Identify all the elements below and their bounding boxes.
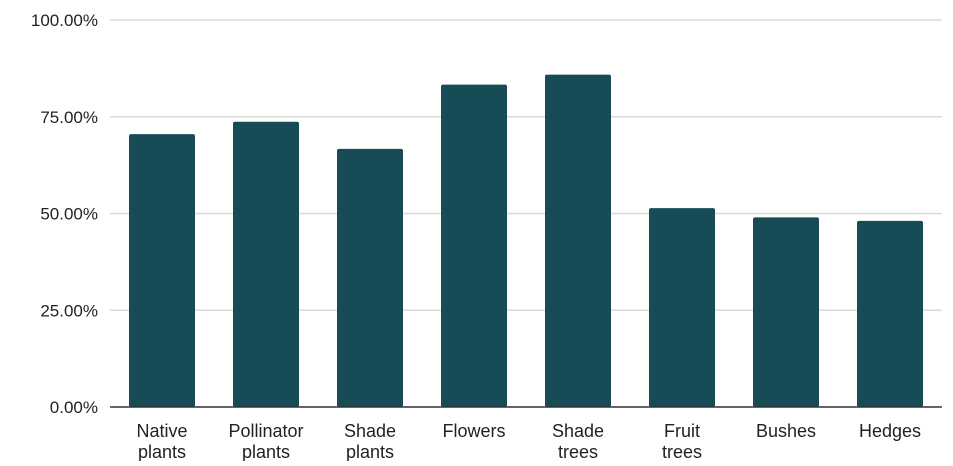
- bar: [649, 208, 715, 407]
- x-tick-label-line: plants: [242, 442, 290, 461]
- x-tick-label-line: Fruit: [664, 421, 700, 441]
- bar: [857, 220, 923, 407]
- y-tick-label: 25.00%: [40, 301, 98, 320]
- y-tick-label: 0.00%: [50, 398, 98, 417]
- x-tick-label-line: trees: [558, 442, 598, 461]
- y-tick-label: 100.00%: [31, 11, 98, 30]
- x-tick-label-line: trees: [662, 442, 702, 461]
- bar: [337, 148, 403, 407]
- x-tick-label-line: Shade: [552, 421, 604, 441]
- x-tick-label: Pollinator plants: [228, 421, 303, 461]
- y-tick-label: 50.00%: [40, 205, 98, 224]
- x-tick-label: Hedges: [859, 421, 921, 441]
- x-tick-label: Native plants: [136, 421, 187, 461]
- x-tick-label: Fruit trees: [662, 421, 702, 461]
- bars: [129, 74, 923, 408]
- bar: [233, 121, 299, 407]
- x-tick-label-line: plants: [138, 442, 186, 461]
- x-tick-label-line: Bushes: [756, 421, 816, 441]
- x-tick-label-line: Hedges: [859, 421, 921, 441]
- x-tick-label-line: Pollinator: [228, 421, 303, 441]
- x-tick-label: Bushes: [756, 421, 816, 441]
- y-tick-labels: 0.00% 25.00% 50.00% 75.00% 100.00%: [31, 11, 98, 417]
- bar: [545, 74, 611, 407]
- x-tick-label: Shade plants: [344, 421, 396, 461]
- x-tick-label-line: Shade: [344, 421, 396, 441]
- bar: [441, 84, 507, 407]
- x-tick-label: Flowers: [442, 421, 505, 441]
- x-tick-label-line: plants: [346, 442, 394, 461]
- x-tick-label-line: Native: [136, 421, 187, 441]
- bar: [129, 134, 195, 408]
- x-tick-label: Shade trees: [552, 421, 604, 461]
- y-tick-label: 75.00%: [40, 108, 98, 127]
- x-tick-label-line: Flowers: [442, 421, 505, 441]
- bar: [753, 217, 819, 407]
